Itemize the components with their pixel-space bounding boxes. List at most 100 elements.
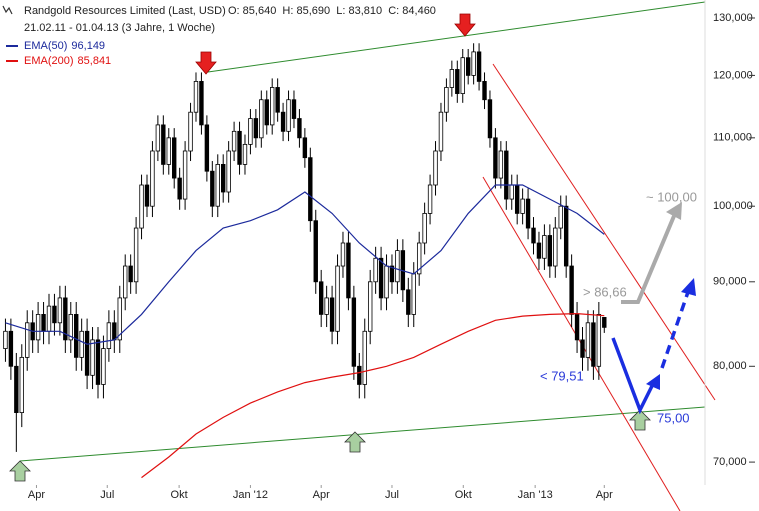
markers bbox=[9, 13, 696, 482]
candle-body bbox=[84, 330, 90, 376]
candle-body bbox=[226, 150, 231, 193]
down-arrow bbox=[195, 51, 217, 75]
candle-body bbox=[172, 137, 177, 179]
candle-body bbox=[215, 164, 220, 207]
candle-body bbox=[291, 99, 297, 119]
candle-body bbox=[335, 265, 340, 332]
candle-body bbox=[591, 322, 596, 367]
y-tick-label: 120,000 bbox=[713, 69, 753, 81]
x-tick-label: Jan '13 bbox=[518, 489, 553, 501]
candle-body bbox=[351, 297, 357, 367]
y-tick-label: 100,000 bbox=[713, 200, 753, 212]
y-tick-label: 70,000 bbox=[713, 456, 747, 468]
legend-value: 85,841 bbox=[78, 55, 112, 67]
up-arrow bbox=[629, 409, 651, 431]
candle-body bbox=[542, 235, 547, 259]
candle-body bbox=[133, 227, 139, 283]
candle-body bbox=[308, 157, 313, 222]
candle-body bbox=[574, 314, 580, 341]
candle-body bbox=[493, 137, 498, 179]
projection-arrow bbox=[621, 215, 676, 304]
candle-body bbox=[117, 297, 122, 341]
candle-body bbox=[90, 339, 95, 376]
candle-body bbox=[455, 69, 460, 94]
annotation: < 79,51 bbox=[540, 368, 584, 383]
candle-body bbox=[150, 150, 155, 207]
y-tick-label: 80,000 bbox=[713, 360, 747, 372]
projection-arrow-dashed bbox=[660, 291, 690, 369]
candle-body bbox=[476, 51, 482, 82]
candle-body bbox=[373, 257, 378, 283]
x-tick-label: Apr bbox=[28, 489, 45, 501]
candle-body bbox=[525, 198, 531, 229]
candle-body bbox=[155, 124, 161, 152]
candle-body bbox=[367, 281, 373, 332]
ema-line bbox=[5, 184, 605, 345]
candle-body bbox=[416, 242, 422, 275]
candle-body bbox=[8, 330, 14, 367]
candle-body bbox=[210, 170, 215, 207]
candle-body bbox=[128, 265, 133, 283]
candle-body bbox=[427, 184, 433, 214]
candle-body bbox=[498, 150, 504, 179]
candle-body bbox=[357, 365, 362, 385]
candle-body bbox=[329, 297, 335, 332]
candle-body bbox=[68, 314, 73, 341]
x-tick-label: Apr bbox=[596, 489, 613, 501]
candle-body bbox=[3, 330, 8, 349]
candle-body bbox=[25, 322, 30, 358]
candle-body bbox=[340, 242, 346, 267]
candle-body bbox=[389, 265, 395, 283]
candle-body bbox=[580, 339, 585, 358]
candle-body bbox=[270, 87, 275, 126]
candle-body bbox=[112, 322, 117, 341]
chart-icon bbox=[2, 5, 13, 15]
arrow-head bbox=[646, 374, 660, 390]
arrow-head bbox=[681, 278, 696, 296]
candle-body bbox=[41, 314, 46, 332]
y-tick-label: 110,000 bbox=[713, 132, 752, 144]
candle-body bbox=[63, 297, 68, 341]
candle-body bbox=[182, 150, 188, 200]
ema-line bbox=[141, 312, 605, 479]
candle-body bbox=[362, 330, 367, 385]
candle-body bbox=[52, 305, 57, 324]
candle-body bbox=[378, 257, 384, 299]
candle-body bbox=[547, 235, 553, 267]
header: Randgold Resources Limited (Last, USD) O… bbox=[2, 5, 436, 34]
candle-body bbox=[144, 184, 150, 207]
legend-label: EMA(50) bbox=[24, 40, 67, 52]
candle-body bbox=[324, 297, 329, 315]
x-tick-label: Jul bbox=[385, 489, 399, 501]
channel-upper bbox=[492, 63, 716, 401]
candle-body bbox=[101, 348, 106, 385]
candle-body bbox=[242, 143, 248, 165]
candle-body bbox=[74, 314, 79, 358]
up-arrow bbox=[9, 460, 31, 482]
candle-body bbox=[487, 99, 493, 139]
candle-body bbox=[264, 99, 269, 126]
candle-body bbox=[57, 297, 63, 324]
candle-body bbox=[275, 87, 280, 113]
annotation: 75,00 bbox=[657, 410, 690, 425]
candle-body bbox=[259, 99, 264, 139]
lower-trend-line bbox=[19, 406, 706, 462]
upper-trend-line bbox=[207, 1, 706, 73]
candle-body bbox=[406, 289, 411, 315]
candle-body bbox=[471, 51, 476, 76]
candle-body bbox=[602, 317, 607, 328]
candle-body bbox=[563, 205, 569, 267]
candle-body bbox=[422, 213, 427, 244]
x-tick-label: Jul bbox=[100, 489, 114, 501]
candle-body bbox=[465, 57, 471, 76]
candle-body bbox=[106, 322, 112, 349]
candle-body bbox=[531, 227, 536, 244]
legend-value: 96,149 bbox=[71, 40, 105, 52]
projection-arrow bbox=[611, 337, 655, 415]
candle-body bbox=[248, 118, 253, 145]
x-tick-label: Okt bbox=[171, 489, 188, 501]
candle-body bbox=[313, 220, 318, 283]
candle-body bbox=[596, 314, 602, 367]
candle-body bbox=[139, 184, 144, 229]
